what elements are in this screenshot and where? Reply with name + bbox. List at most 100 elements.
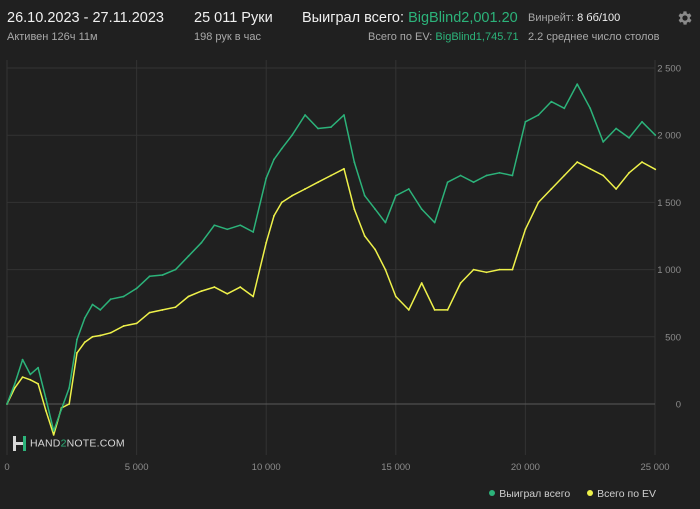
data-point-won <box>537 114 540 116</box>
won-total-label: Выиграл всего: <box>302 10 405 26</box>
x-tick-label: 5 000 <box>125 462 149 473</box>
data-point-won <box>148 275 151 278</box>
won-total-value: BigBlind2,001.20 <box>408 10 518 26</box>
ev-total-label: Всего по EV: <box>368 31 433 43</box>
data-point-ev <box>148 311 151 314</box>
y-tick-label: 1 500 <box>657 198 681 209</box>
y-tick-label: 0 <box>676 400 681 411</box>
data-point-ev <box>68 403 71 405</box>
data-point-won <box>433 221 436 224</box>
data-point-ev <box>589 167 592 170</box>
data-point-won <box>109 298 112 301</box>
data-point-ev <box>99 334 102 337</box>
legend-label-ev: Всего по EV <box>597 488 656 500</box>
data-point-won <box>485 174 488 177</box>
data-point-ev <box>273 214 275 217</box>
data-point-ev <box>602 174 605 177</box>
hand2note-logo-icon <box>13 436 26 451</box>
legend-item-won[interactable]: Выиграл всего <box>489 488 570 500</box>
data-point-ev <box>76 352 78 354</box>
data-point-ev <box>37 382 40 385</box>
data-point-won <box>446 181 449 184</box>
data-point-won <box>472 181 475 184</box>
data-point-ev <box>384 268 387 271</box>
data-point-won <box>654 134 657 136</box>
data-point-ev <box>407 309 410 311</box>
data-point-won <box>91 303 94 306</box>
data-point-ev <box>576 161 579 163</box>
data-point-won <box>394 194 397 197</box>
data-point-ev <box>446 309 449 311</box>
data-point-won <box>52 429 55 432</box>
data-point-ev <box>52 434 55 436</box>
data-point-won <box>161 274 164 276</box>
data-point-ev <box>353 208 356 211</box>
data-point-won <box>280 147 283 150</box>
data-point-ev <box>563 174 566 177</box>
legend-item-ev[interactable]: Всего по EV <box>587 488 656 500</box>
data-point-won <box>273 158 275 161</box>
data-point-won <box>44 397 47 400</box>
data-point-ev <box>550 188 553 190</box>
data-point-won <box>628 136 630 139</box>
data-point-ev <box>524 228 527 231</box>
data-point-ev <box>200 290 203 293</box>
data-point-won <box>265 177 268 180</box>
series-line-won <box>6 83 656 432</box>
data-point-ev <box>485 271 488 274</box>
data-point-ev <box>29 378 32 381</box>
hands-count: 25 011 Руки <box>194 10 273 26</box>
ev-total-value: BigBlind1,745.71 <box>435 31 519 43</box>
data-point-won <box>122 295 125 298</box>
legend-label-won: Выиграл всего <box>499 488 571 500</box>
active-time: Активен 126ч 11м <box>7 31 98 43</box>
winrate-label: Винрейт: <box>528 12 575 24</box>
data-point-won <box>511 174 514 177</box>
data-point-ev <box>252 295 255 298</box>
chart-legend: Выиграл всего Всего по EV <box>475 488 656 500</box>
data-point-ev <box>304 188 306 190</box>
data-point-won <box>76 338 78 341</box>
data-point-won <box>384 221 387 224</box>
data-point-ev <box>109 331 112 334</box>
data-point-won <box>99 309 102 311</box>
data-point-won <box>226 228 229 231</box>
data-point-ev <box>213 286 216 288</box>
data-point-ev <box>498 268 501 271</box>
data-point-won <box>407 188 410 190</box>
data-point-won <box>498 171 501 174</box>
data-point-ev <box>537 201 540 204</box>
logo-suffix: NOTE.COM <box>66 437 125 450</box>
data-point-ev <box>420 282 423 284</box>
data-point-won <box>187 255 190 258</box>
data-point-ev <box>374 248 376 251</box>
data-point-ev <box>174 306 177 309</box>
date-range: 26.10.2023 - 27.11.2023 <box>7 10 164 26</box>
data-point-ev <box>641 161 643 163</box>
data-point-ev <box>472 268 475 271</box>
data-point-ev <box>91 335 94 338</box>
logo-mid: 2 <box>60 437 67 450</box>
data-point-ev <box>615 188 618 190</box>
data-point-ev <box>433 309 436 311</box>
y-tick-label: 1 000 <box>657 265 681 276</box>
data-point-ev <box>83 341 86 344</box>
data-point-ev <box>654 168 657 171</box>
data-point-won <box>602 141 605 143</box>
data-point-won <box>68 386 71 389</box>
tables-average: 2.2 среднее число столов <box>528 31 660 43</box>
data-point-ev <box>394 295 397 298</box>
data-point-ev <box>135 322 138 325</box>
data-point-ev <box>44 409 47 412</box>
data-point-won <box>589 107 592 110</box>
data-point-won <box>6 403 8 405</box>
data-point-won <box>374 208 376 211</box>
data-point-won <box>363 194 366 197</box>
data-point-won <box>213 224 216 227</box>
gear-icon[interactable] <box>676 9 694 27</box>
data-point-won <box>252 231 255 233</box>
data-point-won <box>21 358 24 361</box>
legend-dot-ev <box>587 490 594 497</box>
data-point-won <box>200 241 203 244</box>
